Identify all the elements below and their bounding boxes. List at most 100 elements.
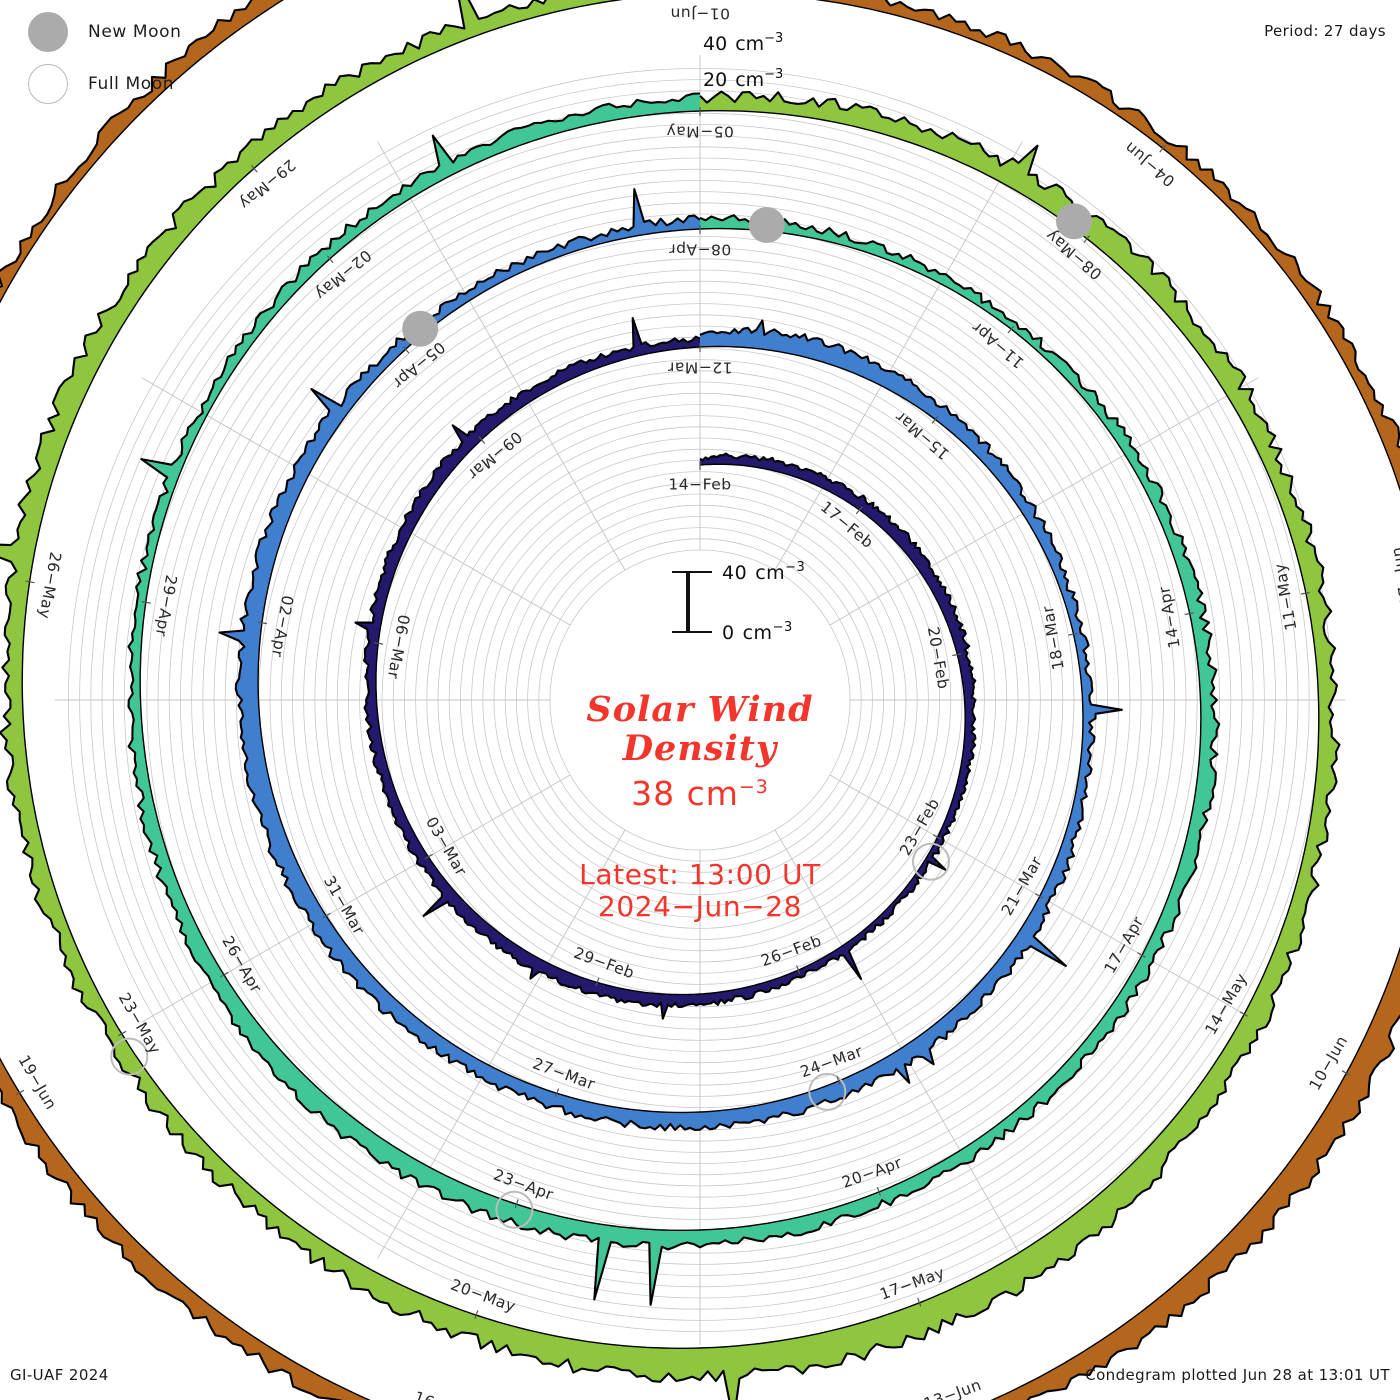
new-moon-icon xyxy=(28,12,68,52)
spiral-baseline xyxy=(375,346,966,996)
spiral-date-tick xyxy=(257,621,267,625)
spiral-date-tick xyxy=(478,436,486,444)
spiral-trace-outline xyxy=(0,0,1341,1400)
spiral-date-label: 16−Jun xyxy=(412,1388,474,1400)
outer-scale-20-label: 20 cm−3 xyxy=(703,67,783,91)
credit-label: GI-UAF 2024 xyxy=(10,1366,109,1384)
spiral-date-tick xyxy=(250,165,258,173)
spiral-date-label: 14−Feb xyxy=(668,476,731,494)
new-moon-marker-icon xyxy=(748,207,785,243)
spiral-date-tick xyxy=(322,912,331,919)
spiral-date-tick xyxy=(424,853,433,860)
spiral-date-tick xyxy=(1068,632,1078,636)
spiral-date-tick xyxy=(1007,325,1015,334)
spiral-date-label: 18−Mar xyxy=(1039,604,1068,671)
spiral-date-tick xyxy=(796,965,801,975)
spiral-date-label: 29−Apr xyxy=(152,573,181,638)
spiral-date-label: 12−Mar xyxy=(667,359,732,377)
spiral-date-tick xyxy=(1083,235,1091,243)
spiral-trace-outline xyxy=(127,92,1221,1306)
full-moon-marker-icon xyxy=(495,1190,534,1229)
spiral-date-tick xyxy=(15,1089,25,1096)
grid-spoke xyxy=(829,377,1259,626)
moon-markers xyxy=(110,203,1092,1229)
spiral-date-label: 06−Mar xyxy=(384,613,413,680)
center-title-line1: Solar Wind xyxy=(586,689,814,730)
outer-scale-annotation: 40 cm−3 20 cm−3 xyxy=(703,31,783,91)
center-value-exponent: −3 xyxy=(738,776,769,799)
spiral-date-tick xyxy=(952,653,962,657)
new-moon-marker-icon xyxy=(1056,203,1092,240)
outer-scale-40-label: 40 cm−3 xyxy=(703,31,783,55)
spiral-date-tick xyxy=(932,834,942,840)
center-readout: Solar Wind Density 38 cm−3 Latest: 13:00… xyxy=(420,690,980,922)
spiral-date-label: 08−Apr xyxy=(669,241,732,259)
spiral-date-label: 13−Jun xyxy=(921,1376,983,1400)
period-label: Period: 27 days xyxy=(1264,22,1386,40)
legend-label-full-moon: Full Moon xyxy=(88,74,175,94)
spiral-baseline xyxy=(21,0,1320,1349)
spiral-date-tick xyxy=(554,1088,560,1098)
spiral-trace-outline xyxy=(354,317,977,1020)
center-latest-time: Latest: 13:00 UT xyxy=(579,858,821,892)
spiral-baseline xyxy=(139,110,1202,1231)
spiral-date-tick xyxy=(141,601,151,604)
spiral-date-tick xyxy=(118,1030,127,1037)
spiral-date-label: 26−May xyxy=(35,550,64,620)
spiral-date-tick xyxy=(220,971,229,978)
spiral-baseline xyxy=(257,228,1084,1114)
spiral-date-label: 20−Feb xyxy=(924,625,953,690)
grid-spoke xyxy=(141,377,571,626)
legend-item-full-moon: Full Moon xyxy=(18,58,182,110)
spiral-date-tick xyxy=(917,1297,922,1307)
spiral-date-tick xyxy=(402,345,410,354)
center-value-number: 38 cm xyxy=(631,774,739,814)
spiral-date-tick xyxy=(1184,612,1194,616)
center-latest-date: 2024−Jun−28 xyxy=(597,889,803,923)
full-moon-marker-icon xyxy=(912,842,950,881)
new-moon-marker-icon xyxy=(402,310,439,347)
center-current-value: 38 cm−3 xyxy=(420,774,980,814)
spiral-date-tick xyxy=(326,255,334,264)
legend-label-new-moon: New Moon xyxy=(88,22,182,42)
full-moon-icon xyxy=(28,64,68,104)
full-moon-marker-icon xyxy=(808,1072,847,1111)
spiral-date-tick xyxy=(374,642,384,645)
center-title-line2: Density xyxy=(622,728,778,770)
spiral-date-tick xyxy=(836,1076,841,1085)
spiral-date-tick xyxy=(25,580,35,584)
moon-phase-legend: New Moon Full Moon xyxy=(18,6,182,110)
spiral-date-tick xyxy=(514,1199,519,1209)
spiral-date-label: 01−Jun xyxy=(670,5,730,23)
center-title: Solar Wind Density xyxy=(420,689,980,770)
spiral-date-label: 07−Jun xyxy=(1388,545,1400,607)
spiral-date-tick xyxy=(1137,952,1146,958)
center-scale-bar: 40 cm−3 0 cm−3 xyxy=(672,560,805,644)
spiral-date-tick xyxy=(595,977,600,987)
spiral-date-tick xyxy=(1341,1070,1351,1076)
grid-spoke xyxy=(774,141,1023,571)
spiral-date-tick xyxy=(1035,893,1044,899)
spiral-date-tick xyxy=(931,416,939,424)
spiral-date-tick xyxy=(1300,591,1310,595)
spiral-date-label: 05−May xyxy=(666,123,734,141)
plotted-timestamp-label: Condegram plotted Jun 28 at 13:01 UT xyxy=(1085,1366,1390,1384)
spiral-date-tick xyxy=(876,1186,881,1196)
center-scale-top-label: 40 cm−3 xyxy=(722,560,805,584)
spiral-date-label: 02−Apr xyxy=(268,594,297,659)
grid-spoke xyxy=(377,141,626,571)
spiral-date-tick xyxy=(855,506,863,515)
legend-item-new-moon: New Moon xyxy=(18,6,182,58)
spiral-trace-outline xyxy=(218,188,1123,1132)
center-scale-bottom-label: 0 cm−3 xyxy=(722,620,793,644)
spiral-date-tick xyxy=(474,1310,479,1320)
spiral-date-tick xyxy=(1159,144,1166,153)
grid-spoke xyxy=(774,829,1023,1259)
full-moon-marker-icon xyxy=(110,1037,149,1076)
